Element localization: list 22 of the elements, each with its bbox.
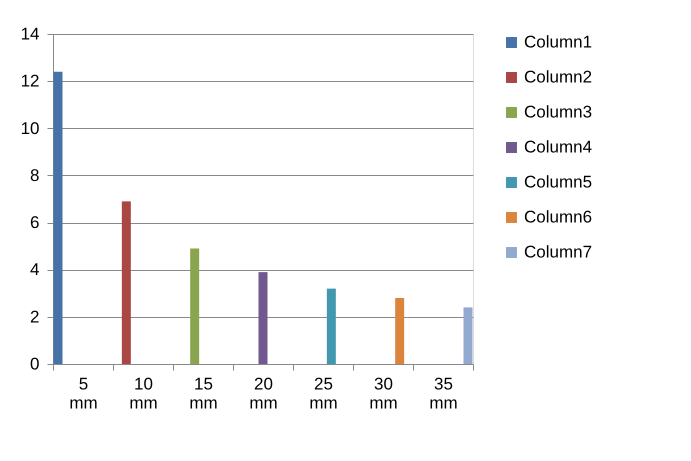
x-tick-label: 35 mm: [429, 374, 458, 412]
legend-label: Column3: [524, 102, 592, 122]
legend-label: Column2: [524, 68, 592, 86]
y-tick-label: 14: [20, 24, 40, 44]
legend-label: Column6: [524, 208, 592, 226]
x-tick-label: 10 mm: [129, 374, 158, 412]
y-tick-label: 8: [30, 166, 40, 185]
y-tick-label: 6: [30, 213, 40, 232]
x-tick-label: 15 mm: [189, 374, 218, 412]
legend-label: Column7: [524, 242, 592, 262]
legend-label: Column4: [524, 138, 592, 156]
x-tick-label: 20 mm: [249, 374, 278, 412]
legend-label: Column5: [524, 172, 592, 192]
y-tick-label: 4: [30, 260, 40, 280]
x-tick-label: 25 mm: [309, 374, 338, 412]
y-tick-label: 0: [30, 354, 40, 374]
y-tick-label: 12: [20, 72, 40, 91]
x-tick-label: 5 mm: [69, 374, 98, 412]
y-tick-label: 2: [30, 307, 40, 326]
legend-label: Column1: [524, 32, 592, 52]
x-tick-label: 30 mm: [369, 374, 398, 412]
y-tick-label: 10: [20, 118, 40, 138]
